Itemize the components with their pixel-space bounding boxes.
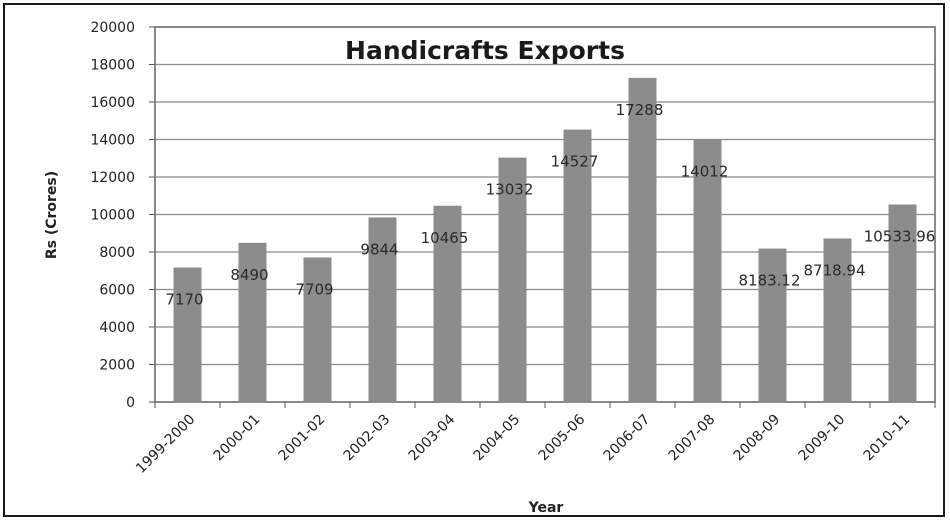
x-tick-label: 2002-03 (341, 412, 394, 465)
bar (498, 157, 527, 402)
bar (693, 139, 722, 402)
y-tick-label: 16000 (90, 95, 135, 111)
x-tick-label: 2010-11 (861, 412, 914, 465)
chart-title: Handicrafts Exports (345, 36, 625, 65)
data-labels: 7170 8490 7709 9844 10465 13032 14527 17288 1401… (165, 101, 935, 309)
y-tick-label: 2000 (99, 358, 135, 374)
y-tick-label: 8000 (99, 245, 135, 261)
data-label: 14012 (681, 162, 729, 180)
data-label: 8718.94 (803, 262, 865, 280)
x-tick-label: 2006-07 (601, 412, 654, 465)
x-tick-label: 2000-01 (211, 412, 264, 465)
x-axis-title: Year (528, 500, 564, 516)
bar (303, 257, 332, 402)
bar (368, 217, 397, 402)
y-axis-title: Rs (Crores) (44, 171, 60, 259)
y-tick-label: 0 (126, 395, 135, 411)
y-tick-label: 12000 (90, 170, 135, 186)
bar (823, 238, 852, 402)
grid-lines (155, 26, 935, 366)
bar (888, 204, 917, 402)
data-label: 9844 (360, 240, 398, 258)
data-label: 10533.96 (864, 227, 936, 245)
x-tick-label: 2004-05 (471, 412, 524, 465)
y-tick-label: 10000 (90, 208, 135, 224)
data-label: 8183.12 (738, 272, 800, 290)
y-axis: 0 2000 4000 6000 8000 10000 12000 14000 16000 180… (90, 20, 155, 411)
bars (173, 77, 917, 402)
data-label: 13032 (486, 181, 534, 199)
x-axis: 1999-2000 2000-01 2001-02 2002-03 2003-04 200… (133, 402, 936, 477)
y-tick-label: 14000 (90, 133, 135, 149)
x-tick-label: 2009-10 (796, 412, 849, 465)
bar (563, 129, 592, 402)
data-label: 8490 (230, 266, 268, 284)
x-tick-label: 2003-04 (406, 411, 459, 464)
data-label: 14527 (551, 153, 599, 171)
x-tick-label: 2007-08 (666, 412, 719, 465)
data-label: 17288 (616, 101, 664, 119)
data-label: 7170 (165, 291, 203, 309)
data-label: 10465 (421, 229, 469, 247)
bar (238, 242, 267, 402)
chart-frame (3, 3, 945, 517)
y-tick-label: 18000 (90, 58, 135, 74)
y-tick-label: 20000 (90, 20, 135, 36)
y-tick-label: 6000 (99, 283, 135, 299)
x-tick-label: 2008-09 (731, 412, 784, 465)
x-tick-label: 2001-02 (276, 412, 329, 465)
bar (173, 267, 202, 402)
x-tick-label: 1999-2000 (133, 412, 198, 477)
y-tick-label: 4000 (99, 320, 135, 336)
bar (433, 205, 462, 402)
x-tick-label: 2005-06 (536, 411, 589, 464)
bar (628, 77, 657, 402)
bar (758, 248, 787, 402)
data-label: 7709 (295, 280, 333, 298)
